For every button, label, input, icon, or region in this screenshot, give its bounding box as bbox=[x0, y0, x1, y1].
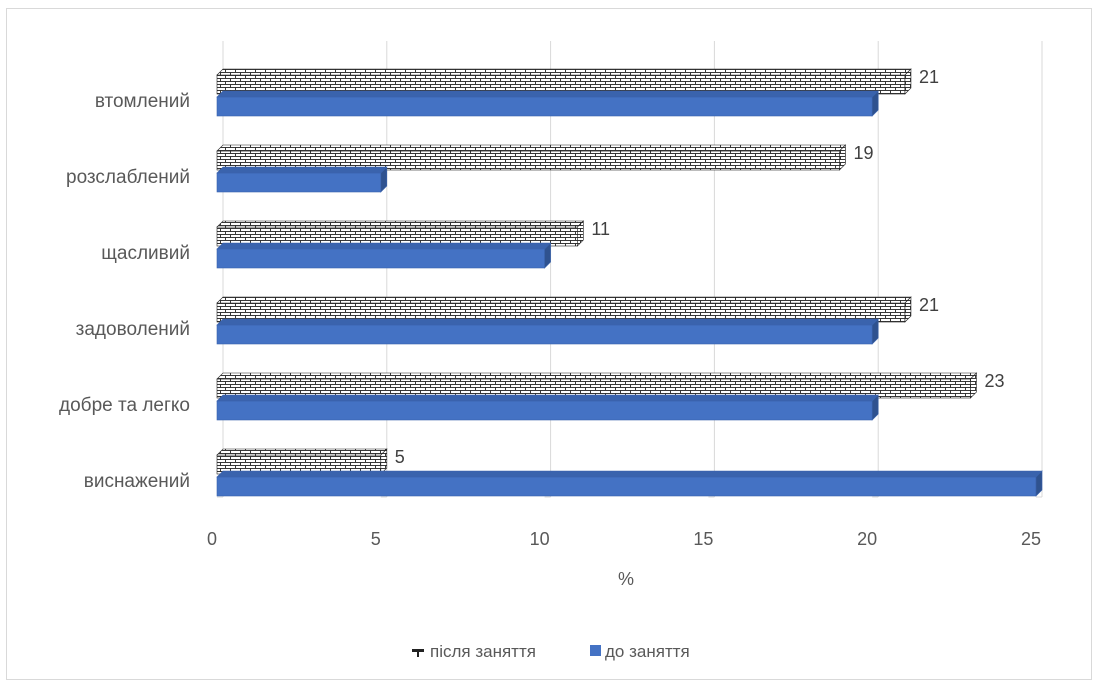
legend: після заняття до заняття bbox=[412, 642, 690, 661]
data-label: 21 bbox=[919, 67, 939, 87]
bar-before-front bbox=[216, 400, 873, 421]
legend-marker-after bbox=[412, 649, 424, 652]
x-tick-label: 0 bbox=[207, 529, 217, 549]
bar-after-top bbox=[216, 448, 388, 456]
bar-after-side bbox=[970, 372, 977, 399]
bar-after bbox=[216, 296, 912, 323]
legend-label-before: до заняття bbox=[605, 642, 690, 661]
legend-marker-after-stem bbox=[417, 652, 419, 657]
x-tick-label: 5 bbox=[371, 529, 381, 549]
bar-before-top bbox=[216, 242, 552, 250]
bar-before-top bbox=[216, 394, 879, 402]
gridlines bbox=[217, 41, 1043, 498]
bar-after bbox=[216, 220, 585, 247]
category-label: виснажений bbox=[84, 471, 190, 492]
bar-before-top bbox=[216, 470, 1043, 478]
x-tick-label: 10 bbox=[530, 529, 550, 549]
bar-before bbox=[216, 318, 879, 345]
bar-after-top bbox=[216, 372, 978, 380]
bar-before-side bbox=[871, 318, 879, 345]
bar-before-side bbox=[544, 242, 551, 269]
labels: 0 5 10 15 20 25% 21 втомлений 19 розслаблений 11 ща… bbox=[59, 67, 1041, 589]
x-tick-label: 15 bbox=[693, 529, 713, 549]
bar-before-front bbox=[216, 476, 1037, 497]
bar-before-front bbox=[216, 324, 873, 345]
bar-after-side bbox=[904, 68, 912, 95]
bar-after-top bbox=[216, 144, 847, 152]
legend-marker-before bbox=[590, 645, 601, 656]
bar-after-top bbox=[216, 220, 585, 228]
bar-before bbox=[216, 90, 879, 117]
category-label: добре та легко bbox=[59, 395, 190, 416]
data-label: 11 bbox=[591, 219, 610, 239]
x-tick-label: 25 bbox=[1021, 529, 1041, 549]
bar-after-top bbox=[216, 68, 912, 76]
bar-before-front bbox=[216, 96, 873, 117]
bar-after bbox=[216, 68, 912, 95]
data-label: 21 bbox=[919, 295, 939, 315]
bar-before bbox=[216, 394, 879, 421]
category-label: задоволений bbox=[76, 319, 190, 340]
bar-after bbox=[216, 144, 847, 171]
bar-before-front bbox=[216, 248, 545, 269]
bar-after-side bbox=[839, 144, 846, 171]
data-label: 23 bbox=[984, 371, 1004, 391]
data-label: 5 bbox=[395, 447, 405, 467]
bar-before bbox=[216, 470, 1043, 497]
category-label: розслаблений bbox=[66, 167, 190, 188]
bar-before-side bbox=[1035, 470, 1043, 497]
category-label: щасливий bbox=[101, 243, 190, 264]
bar-before-top bbox=[216, 90, 879, 98]
x-tick-label: 20 bbox=[857, 529, 877, 549]
chart-frame bbox=[6, 8, 1092, 680]
bar-after-side bbox=[380, 448, 388, 475]
bar-after-side bbox=[577, 220, 584, 247]
bar-before-top bbox=[216, 318, 879, 326]
bar-before-side bbox=[871, 394, 879, 421]
bar-after-top bbox=[216, 296, 912, 304]
bar-after-side bbox=[904, 296, 912, 323]
data-label: 19 bbox=[853, 143, 873, 163]
bar-before-top bbox=[216, 166, 388, 174]
bar-before-front bbox=[216, 172, 382, 193]
x-axis-title: % bbox=[618, 569, 634, 589]
bar-before-side bbox=[380, 166, 388, 193]
bar-before bbox=[216, 242, 552, 269]
bar-before bbox=[216, 166, 388, 193]
bar-before-side bbox=[871, 90, 879, 117]
legend-label-after: після заняття bbox=[430, 642, 536, 661]
bar-after bbox=[216, 372, 978, 399]
bars bbox=[216, 68, 1043, 497]
bar-after bbox=[216, 448, 388, 475]
category-label: втомлений bbox=[95, 91, 190, 112]
